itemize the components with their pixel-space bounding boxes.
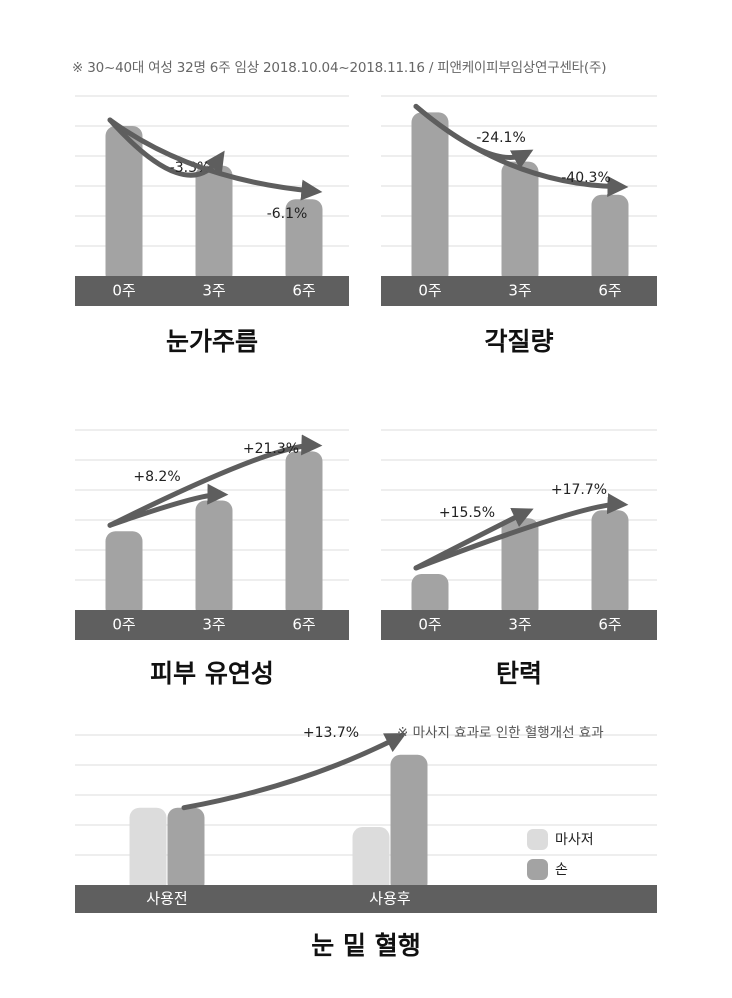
change-label: +8.2% — [133, 469, 180, 485]
legend-swatch — [527, 829, 548, 850]
change-label: -24.1% — [476, 130, 526, 146]
legend-label: 손 — [555, 862, 568, 878]
x-tick-label: 3주 — [202, 616, 225, 634]
x-tick-label: 6주 — [598, 616, 621, 634]
x-axis-band — [75, 885, 657, 913]
change-label: +21.3% — [243, 441, 299, 457]
bar — [501, 161, 539, 284]
study-note: ※ 30~40대 여성 32명 6주 임상 2018.10.04~2018.11… — [72, 60, 607, 76]
chart-keratin: 0주 3주 6주 -24.1% -40.3% — [381, 95, 657, 306]
bar — [411, 574, 449, 618]
bar — [390, 754, 428, 893]
chart-svg: 0주 3주 6주 +8.2% +21.3% — [75, 429, 349, 640]
bar — [167, 807, 205, 893]
x-tick-label: 0주 — [418, 282, 441, 300]
legend-label: 마사저 — [555, 832, 594, 848]
chart-elasticity: 0주 3주 6주 +15.5% +17.7% — [381, 429, 657, 640]
change-label: -6.1% — [267, 206, 308, 222]
change-label: -3.3% — [170, 160, 211, 176]
chart-eye-wrinkle: 0주 3주 6주 -3.3% -6.1% — [75, 95, 349, 306]
x-tick-label: 6주 — [598, 282, 621, 300]
chart-svg: 0주 3주 6주 -3.3% -6.1% — [75, 95, 349, 306]
change-arrow — [413, 507, 534, 571]
bar — [105, 531, 143, 618]
change-arrow — [107, 434, 323, 528]
change-label: -40.3% — [561, 170, 611, 186]
bar — [591, 194, 629, 284]
chart-title-elasticity: 탄력 — [495, 659, 542, 688]
x-tick-label: 0주 — [112, 282, 135, 300]
x-tick-label: 6주 — [292, 616, 315, 634]
x-axis-band — [75, 276, 349, 306]
x-tick-label: 사용후 — [369, 890, 411, 908]
x-tick-label: 3주 — [202, 282, 225, 300]
bar — [591, 510, 629, 618]
bar — [501, 518, 539, 618]
change-arrow — [413, 493, 629, 571]
chart-note: ※ 마사지 효과로 인한 혈행개선 효과 — [397, 725, 604, 741]
x-tick-label: 3주 — [508, 616, 531, 634]
chart-skin-flexibility: 0주 3주 6주 +8.2% +21.3% — [75, 429, 349, 640]
bar — [285, 451, 323, 618]
change-label: +15.5% — [439, 505, 495, 521]
change-arrow — [413, 103, 629, 198]
bar — [411, 112, 449, 284]
bar — [195, 165, 233, 284]
chart-svg: 0주 3주 6주 -24.1% -40.3% — [381, 95, 657, 306]
bar — [352, 827, 390, 893]
x-tick-label: 0주 — [112, 616, 135, 634]
x-tick-label: 사용전 — [146, 890, 187, 908]
change-arrow — [107, 117, 225, 178]
chart-svg: 0주 3주 6주 +15.5% +17.7% — [381, 429, 657, 640]
x-tick-label: 3주 — [508, 282, 531, 300]
x-axis-band — [381, 610, 657, 640]
chart-title-under-eye-blood-flow: 눈 밑 혈행 — [311, 931, 421, 960]
bar — [195, 500, 233, 618]
legend-swatch — [527, 859, 548, 880]
chart-title-keratin: 각질량 — [484, 327, 554, 356]
bar — [105, 126, 143, 284]
x-tick-label: 6주 — [292, 282, 315, 300]
x-tick-label: 0주 — [418, 616, 441, 634]
change-arrow — [107, 117, 323, 201]
bar — [129, 807, 167, 893]
change-label: +13.7% — [303, 725, 359, 741]
chart-title-skin-flexibility: 피부 유연성 — [150, 659, 274, 688]
x-axis-band — [381, 276, 657, 306]
change-arrow — [181, 733, 407, 811]
chart-title-eye-wrinkle: 눈가주름 — [165, 327, 258, 356]
bar — [285, 199, 323, 284]
change-label: +17.7% — [551, 482, 607, 498]
x-axis-band — [75, 610, 349, 640]
